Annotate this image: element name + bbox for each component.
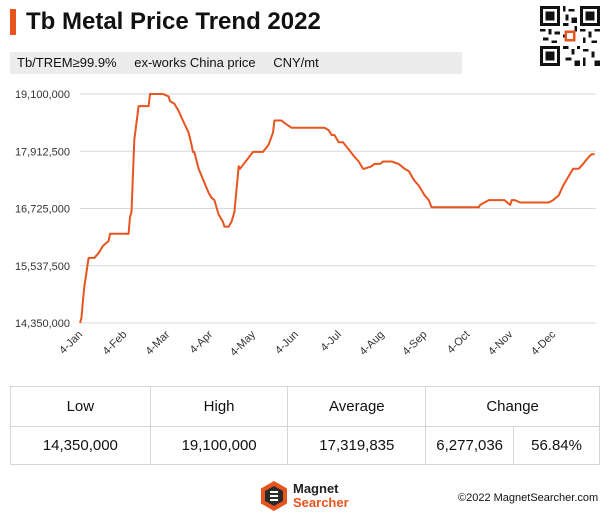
stats-value-row: 14,350,000 19,100,000 17,319,835 6,277,0… <box>10 426 600 465</box>
stats-change-amount: 6,277,036 <box>425 426 515 465</box>
subtitle-price-basis: ex-works China price <box>134 55 256 70</box>
logo-line-2: Searcher <box>293 495 349 510</box>
y-tick-label: 17,912,500 <box>15 146 70 158</box>
subtitle: Tb/TREM≥99.9% ex-works China price CNY/m… <box>17 55 333 70</box>
subtitle-band <box>10 52 462 74</box>
stats-average-value: 17,319,835 <box>287 426 427 465</box>
logo-text: Magnet Searcher <box>293 482 349 510</box>
x-tick-label: 4-Aug <box>357 329 386 358</box>
qr-code-icon <box>540 6 600 66</box>
x-tick-label: 4-Feb <box>101 329 130 358</box>
stats-table: Low High Average Change 14,350,000 19,10… <box>10 386 600 465</box>
stats-high-value: 19,100,000 <box>149 426 289 465</box>
x-tick-label: 4-Jul <box>318 329 343 354</box>
stats-low-value: 14,350,000 <box>10 426 151 465</box>
stats-header-low: Low <box>10 386 151 427</box>
x-tick-label: 4-Sep <box>400 329 429 358</box>
y-tick-label: 16,725,000 <box>15 204 70 216</box>
subtitle-grade: Tb/TREM≥99.9% <box>17 55 117 70</box>
title-accent-bar <box>10 9 16 35</box>
stats-header-row: Low High Average Change <box>10 386 600 427</box>
stats-change-percent: 56.84% <box>513 426 600 465</box>
x-tick-label: 4-Dec <box>529 328 559 358</box>
x-tick-label: 4-Jan <box>57 329 85 357</box>
y-tick-label: 15,537,500 <box>15 261 70 273</box>
logo-line-1: Magnet <box>293 481 339 496</box>
x-tick-label: 4-Nov <box>486 328 516 358</box>
x-tick-label: 4-Mar <box>144 328 173 357</box>
x-tick-label: 4-May <box>228 328 258 358</box>
price-series-line <box>79 93 595 324</box>
stats-header-high: High <box>149 386 289 427</box>
y-tick-label: 19,100,000 <box>15 89 70 101</box>
copyright: ©2022 MagnetSearcher.com <box>458 492 599 504</box>
stats-header-average: Average <box>287 386 427 427</box>
stats-header-change: Change <box>425 386 600 427</box>
x-tick-label: 4-Apr <box>188 328 216 356</box>
x-tick-label: 4-Jun <box>273 329 301 357</box>
magnet-searcher-logo <box>261 481 287 511</box>
subtitle-unit: CNY/mt <box>273 55 319 70</box>
y-tick-label: 14,350,000 <box>15 318 70 330</box>
price-trend-chart: 14,350,000 15,537,500 16,725,000 17,912,500… <box>15 89 596 359</box>
page-title: Tb Metal Price Trend 2022 <box>26 8 321 35</box>
x-tick-label: 4-Oct <box>445 329 473 357</box>
